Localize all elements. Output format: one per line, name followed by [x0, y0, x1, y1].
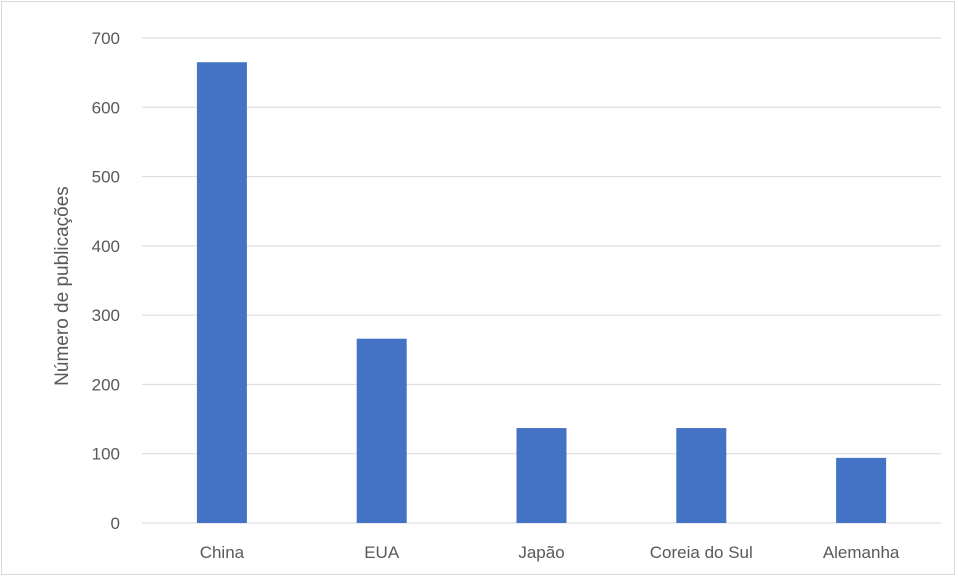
- y-tick-label: 400: [92, 237, 120, 256]
- y-tick-label: 700: [92, 29, 120, 48]
- bar-alemanha: [836, 457, 887, 523]
- x-tick-label: Japão: [518, 543, 564, 562]
- bar-japão: [516, 428, 567, 523]
- bar-coreia-do-sul: [676, 428, 727, 523]
- y-tick-label: 600: [92, 98, 120, 117]
- bar-china: [196, 62, 247, 523]
- y-tick-label: 500: [92, 168, 120, 187]
- y-axis-title: Número de publicações: [52, 186, 73, 386]
- bars: [196, 62, 887, 523]
- x-tick-label: EUA: [364, 543, 400, 562]
- y-tick-labels: 0 100 200 300 400 500 600 700: [92, 29, 120, 533]
- gridlines: [142, 37, 941, 524]
- y-tick-label: 200: [92, 375, 120, 394]
- bar-eua: [356, 338, 407, 523]
- x-tick-label: Alemanha: [823, 543, 900, 562]
- y-tick-label: 300: [92, 306, 120, 325]
- x-tick-labels: China EUA Japão Coreia do Sul Alemanha: [200, 543, 900, 562]
- x-tick-label: Coreia do Sul: [650, 543, 753, 562]
- x-tick-label: China: [200, 543, 245, 562]
- y-tick-label: 0: [111, 514, 120, 533]
- y-tick-label: 100: [92, 445, 120, 464]
